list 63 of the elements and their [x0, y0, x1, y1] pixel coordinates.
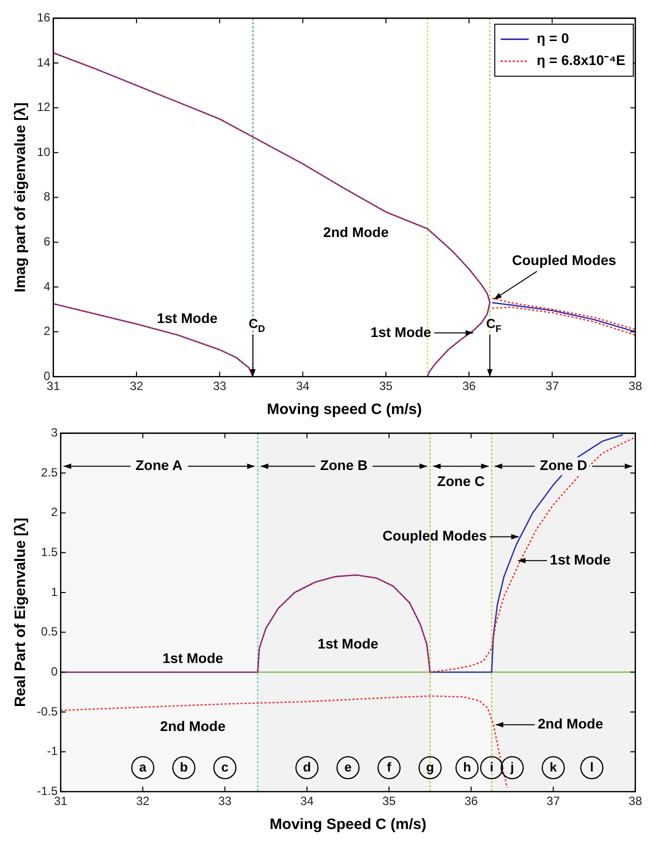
band-label: Zone B [320, 457, 368, 474]
annotation: Coupled Modes [512, 252, 616, 268]
y-tick-label: 10 [36, 144, 51, 159]
annotation: b [180, 759, 188, 774]
y-tick-label: 0 [50, 664, 58, 678]
annotation: e [344, 759, 352, 774]
x-tick-label: 36 [464, 794, 478, 808]
y-tick-label: 0.5 [40, 624, 58, 639]
y-tick-label: -0.5 [36, 704, 58, 718]
x-tick-label: 33 [218, 794, 232, 808]
annotation: j [509, 759, 514, 774]
y-tick-label: 6 [44, 234, 51, 249]
annotation: c [221, 759, 228, 774]
legend-label: η = 0 [536, 30, 570, 46]
x-tick-label: 35 [379, 379, 393, 394]
band-label: Zone D [540, 457, 588, 474]
y-tick-label: 2.5 [40, 465, 58, 480]
annotation: h [463, 759, 472, 774]
annotation: 2nd Mode [160, 718, 226, 734]
x-tick-label: 34 [300, 794, 314, 808]
annotation: 1st Mode [370, 324, 432, 340]
y-tick-label: 1 [50, 584, 58, 599]
x-axis-title: Moving speed C (m/s) [266, 401, 422, 418]
y-tick-label: 12 [36, 100, 51, 114]
annotation: f [386, 759, 392, 774]
x-tick-label: 37 [546, 379, 560, 394]
annotation: a [139, 759, 148, 774]
y-tick-label: 16 [36, 10, 51, 25]
y-tick-label: 2 [50, 505, 58, 520]
x-tick-label: 33 [212, 379, 227, 394]
annotation: 1st Mode [550, 551, 611, 568]
y-tick-label: 2 [44, 324, 51, 338]
annotation: g [426, 759, 434, 774]
x-tick-label: 37 [546, 794, 560, 808]
x-tick-label: 35 [382, 794, 396, 808]
annotation: 1st Mode [156, 310, 218, 326]
x-tick-label: 32 [130, 379, 144, 394]
band-label: Zone C [437, 473, 485, 490]
y-tick-label: -1 [47, 744, 58, 758]
y-tick-label: 1.5 [40, 544, 58, 559]
annotation: k [550, 759, 558, 774]
y-tick-label: 4 [44, 279, 51, 294]
y-axis-title: Real Part of Eigenvalue [λ] [12, 518, 30, 708]
x-tick-label: 34 [296, 379, 310, 394]
y-axis-title: Imag part of eigenvalue [λ] [12, 102, 30, 292]
annotation: d [302, 759, 311, 774]
annotation: 2nd Mode [538, 716, 604, 732]
x-tick-label: 32 [136, 794, 150, 808]
band-label: Zone A [135, 457, 182, 474]
annotation: l [590, 759, 594, 774]
y-tick-label: 3 [50, 426, 58, 440]
annotation: 1st Mode [162, 650, 224, 666]
x-tick-label: 38 [628, 794, 642, 808]
annotation: 1st Mode [318, 636, 379, 652]
annotation: 2nd Mode [323, 224, 389, 240]
y-tick-label: 8 [44, 190, 51, 204]
x-tick-label: 36 [462, 379, 476, 394]
annotation: i [490, 759, 494, 774]
annotation: Coupled Modes [382, 528, 487, 544]
x-axis-title: Moving Speed C (m/s) [270, 816, 426, 834]
x-tick-label: 38 [628, 379, 642, 394]
legend-label: η = 6.8x10⁻⁴E [536, 52, 626, 68]
y-tick-label: 14 [36, 55, 51, 70]
